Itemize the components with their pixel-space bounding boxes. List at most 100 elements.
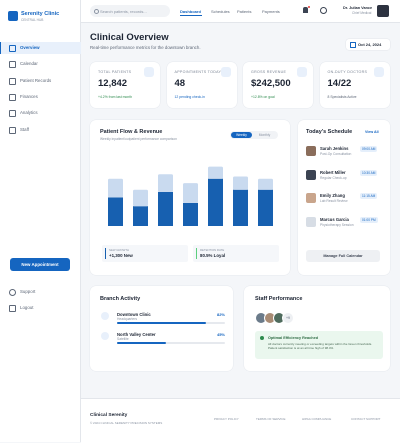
bar-segment [233, 176, 248, 190]
kpi-note: +4.2% from last month [98, 95, 133, 99]
logout-link[interactable]: Logout [20, 305, 34, 310]
schedule-title: Today's Schedule [306, 129, 353, 135]
top-nav-item[interactable]: Dashboard [180, 8, 201, 14]
nav-item[interactable]: Analytics [20, 110, 38, 116]
footer-brand: Clinical Serenity [90, 413, 128, 418]
new-appointment-button[interactable]: New Appointment [10, 258, 70, 271]
top-nav-item[interactable]: Schedules [211, 8, 230, 14]
search-placeholder: Search patients, records... [100, 8, 147, 14]
notification-dot [308, 6, 310, 8]
appointment-detail: Regular Check-up [320, 175, 347, 180]
top-nav-item[interactable]: Payments [262, 8, 280, 14]
branch-name: North Valley Center [117, 332, 156, 337]
appointment-time: 09:00 AM [360, 146, 378, 152]
stat-label: NEW GROWTH [109, 248, 130, 252]
page-subtitle: Real-time performance metrics for the do… [90, 45, 201, 50]
alert-text: All doctors currently meeting or exceedi… [268, 342, 373, 350]
date-box[interactable] [346, 39, 390, 50]
logo-icon [8, 11, 18, 21]
branch-icon [101, 332, 109, 340]
settings-icon[interactable] [320, 7, 327, 14]
check-icon [260, 336, 264, 340]
kpi-value: $242,500 [251, 78, 291, 89]
footer-link[interactable]: CONTACT SUPPORT [351, 417, 381, 421]
sidebar [0, 0, 81, 442]
support-link[interactable]: Support [20, 289, 36, 294]
patient-avatar [306, 146, 316, 156]
bar-segment [133, 206, 148, 226]
stat-box [193, 245, 279, 262]
patient-name: Sarah Jenkins [320, 146, 349, 151]
calendar-icon [350, 42, 356, 48]
stat-label: RETENTION RATE [200, 248, 225, 252]
nav-item[interactable]: Overview [20, 45, 40, 50]
footer-link[interactable]: HIPAA COMPLIANCE [302, 417, 332, 421]
nav-icon [9, 61, 16, 69]
user-role: Chief Medical [352, 11, 372, 15]
patient-name: Marcus Garcia [320, 216, 349, 222]
bar-chart [108, 166, 273, 226]
branch-card [90, 286, 233, 371]
weekly-toggle[interactable]: Weekly [231, 132, 252, 138]
chart-title: Patient Flow & Revenue [100, 129, 163, 135]
monthly-toggle[interactable]: Monthly [258, 133, 271, 137]
bar-segment [183, 183, 198, 203]
branch-title: Branch Activity [100, 296, 141, 302]
footer-link[interactable]: TERMS OF SERVICE [256, 417, 286, 421]
active-nav-bg [0, 42, 81, 54]
nav-item[interactable]: Staff [20, 126, 29, 132]
stat-accent [196, 248, 197, 259]
search-icon [94, 8, 99, 14]
kpi-value: 12,842 [98, 78, 128, 89]
brand-subtitle: CENTRAL HUB [21, 18, 44, 22]
bar-segment [208, 166, 223, 179]
branch-name: Downtown Clinic [117, 312, 151, 317]
chart-subtitle: Weekly inpatient/outpatient performance … [100, 137, 177, 141]
progress-track [117, 342, 225, 344]
bar-segment [183, 202, 198, 226]
date-text: Oct 24, 2024 [358, 42, 382, 47]
patient-name: Emily Zhang [320, 193, 345, 198]
efficiency-alert [255, 331, 383, 359]
footer [81, 398, 400, 443]
patient-name: Robert Miller [320, 169, 346, 175]
brand-name: Serenity Clinic [21, 11, 60, 17]
appointment-detail: Lab Result Review [320, 199, 348, 203]
bar-segment [108, 197, 123, 226]
bell-icon[interactable] [303, 7, 308, 13]
bar-segment [233, 189, 248, 226]
user-avatar[interactable] [377, 5, 389, 17]
nav-item[interactable]: Calendar [20, 61, 38, 67]
kpi-icon [220, 67, 231, 77]
kpi-value: 48 [174, 78, 186, 89]
top-nav-item[interactable]: Patients [237, 8, 252, 14]
bar-segment [158, 174, 173, 192]
kpi-label: APPOINTMENTS TODAY [174, 70, 222, 74]
kpi-icon [144, 67, 154, 77]
footer-copyright: © 2024 CLINICAL SERENITY PRECISION SYSTE… [90, 421, 163, 425]
bar-segment [258, 178, 273, 190]
progress-bar [117, 322, 206, 324]
nav-item[interactable]: Finances [20, 93, 38, 99]
patient-avatar [306, 169, 316, 180]
manage-calendar-button[interactable]: Manage Full Calendar [306, 250, 380, 262]
view-all-link[interactable]: View All [365, 130, 379, 134]
kpi-icon [297, 67, 307, 77]
branch-progress-label: 82% [216, 312, 225, 317]
nav-item[interactable]: Patient Records [20, 77, 52, 83]
support-icon [9, 289, 16, 296]
logout-icon [9, 305, 16, 312]
branch-type: Satellite [117, 337, 129, 341]
appointment-detail: Post-Op Consultation [320, 152, 352, 156]
nav-icon [9, 126, 16, 134]
nav-icon [9, 45, 16, 52]
footer-link[interactable]: PRIVACY POLICY [214, 417, 239, 421]
kpi-label: TOTAL PATIENTS [98, 70, 132, 74]
kpi-note: 12 pending check-in [174, 95, 205, 99]
appointment-time: 01:00 PM [360, 216, 378, 223]
bar-segment [158, 191, 173, 226]
bar-segment [258, 189, 273, 226]
appointment-time: 10:30 AM [360, 169, 378, 176]
search-box[interactable] [90, 5, 170, 17]
